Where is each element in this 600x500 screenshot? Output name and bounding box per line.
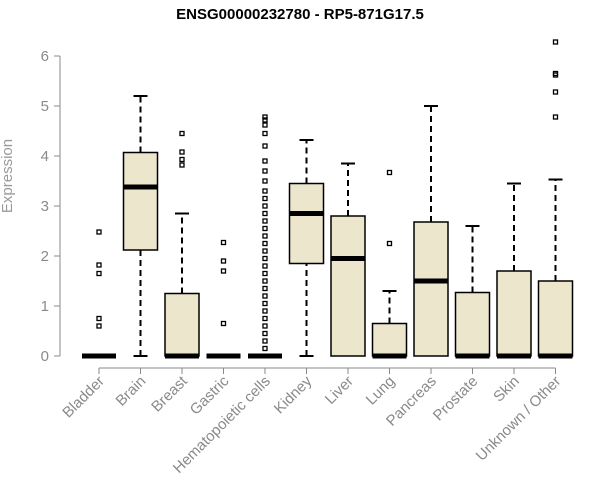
outlier-point bbox=[552, 70, 559, 77]
outlier-point bbox=[262, 195, 268, 202]
y-tick-label: 4 bbox=[41, 148, 49, 165]
y-tick-label: 1 bbox=[41, 298, 49, 315]
y-tick-label: 6 bbox=[41, 48, 49, 65]
outlier-point bbox=[220, 320, 227, 327]
box bbox=[164, 292, 200, 357]
x-tick-label: Skin bbox=[490, 373, 523, 406]
outlier-point bbox=[220, 258, 227, 264]
outlier-point bbox=[262, 178, 268, 184]
y-tick-label: 5 bbox=[41, 98, 49, 115]
outlier-point bbox=[386, 240, 393, 247]
y-tick-label: 3 bbox=[41, 198, 49, 215]
outlier-point bbox=[262, 225, 268, 232]
x-tick-label: Kidney bbox=[271, 372, 316, 417]
outlier-point bbox=[96, 262, 102, 268]
outlier-point bbox=[96, 229, 102, 235]
outlier-point bbox=[262, 130, 268, 137]
y-tick-label: 2 bbox=[41, 248, 49, 265]
x-tick-label: Prostate bbox=[430, 373, 482, 425]
box bbox=[496, 270, 532, 357]
box bbox=[537, 280, 574, 357]
outlier-point bbox=[262, 168, 268, 174]
outlier-point bbox=[96, 323, 102, 329]
x-tick-label: Liver bbox=[322, 373, 357, 408]
outlier-point bbox=[262, 293, 268, 299]
box bbox=[454, 291, 491, 357]
outlier-point bbox=[386, 169, 393, 176]
outlier-point bbox=[262, 122, 268, 128]
outlier-point bbox=[262, 114, 268, 120]
outlier-point bbox=[262, 255, 268, 262]
outlier-point bbox=[220, 268, 227, 274]
box bbox=[122, 151, 159, 251]
outlier-point bbox=[96, 315, 102, 322]
y-tick-label: 0 bbox=[41, 348, 49, 365]
box bbox=[371, 322, 408, 357]
outlier-point bbox=[552, 89, 559, 95]
outlier-point bbox=[179, 149, 185, 155]
box bbox=[288, 182, 325, 265]
outlier-point bbox=[262, 248, 268, 254]
outlier-point bbox=[262, 218, 268, 224]
outlier-point bbox=[96, 270, 102, 277]
outlier-point bbox=[552, 114, 559, 120]
outlier-point bbox=[262, 308, 268, 314]
outlier-point bbox=[262, 278, 268, 284]
outlier-point bbox=[179, 130, 185, 137]
outlier-point bbox=[262, 210, 268, 217]
outlier-point bbox=[262, 263, 268, 269]
outlier-point bbox=[262, 143, 268, 149]
outlier-point bbox=[262, 315, 268, 322]
outlier-point bbox=[552, 39, 559, 45]
outlier-point bbox=[262, 240, 268, 247]
outlier-point bbox=[262, 188, 268, 194]
outlier-point bbox=[262, 233, 268, 239]
y-axis-label: Expression bbox=[0, 139, 16, 213]
outlier-point bbox=[262, 330, 268, 337]
x-tick-label: Brain bbox=[113, 373, 150, 410]
outlier-point bbox=[262, 323, 268, 329]
outlier-point bbox=[262, 300, 268, 307]
outlier-point bbox=[179, 162, 185, 168]
outlier-point bbox=[179, 156, 185, 163]
outlier-point bbox=[262, 285, 268, 292]
outlier-point bbox=[262, 117, 268, 123]
x-tick-label: Breast bbox=[148, 372, 191, 415]
box bbox=[413, 221, 449, 357]
x-tick-label: Lung bbox=[363, 373, 399, 409]
outlier-point bbox=[262, 345, 268, 352]
outlier-point bbox=[220, 239, 227, 246]
chart-title: ENSG00000232780 - RP5-871G17.5 bbox=[176, 6, 424, 23]
box bbox=[330, 215, 366, 357]
outlier-point bbox=[262, 203, 268, 209]
x-tick-label: Bladder bbox=[59, 373, 108, 422]
outlier-point bbox=[262, 338, 268, 344]
outlier-point bbox=[262, 158, 268, 164]
outlier-point bbox=[262, 270, 268, 277]
